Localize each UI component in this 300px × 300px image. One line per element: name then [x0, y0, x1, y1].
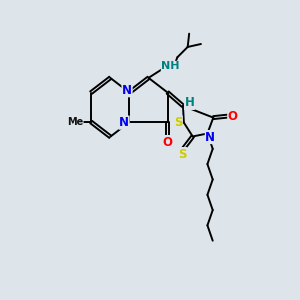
Text: O: O	[163, 136, 173, 148]
Text: N: N	[206, 130, 215, 143]
Text: O: O	[228, 110, 238, 123]
Text: S: S	[178, 148, 187, 160]
Text: Me: Me	[67, 117, 83, 127]
Text: H: H	[184, 96, 194, 110]
Text: S: S	[174, 116, 182, 129]
Text: NH: NH	[161, 61, 180, 71]
Text: N: N	[122, 84, 132, 97]
Text: N: N	[119, 116, 129, 129]
